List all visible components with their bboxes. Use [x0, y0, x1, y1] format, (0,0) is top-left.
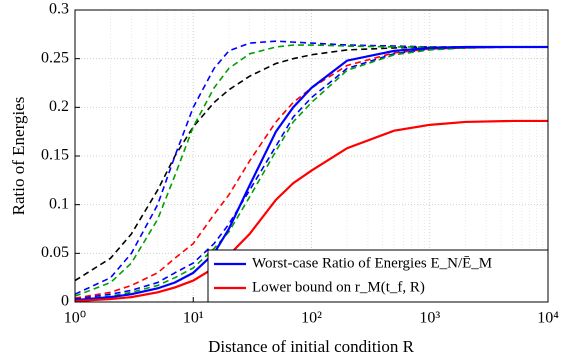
- y-tick-label: 0.2: [49, 98, 69, 115]
- series-line: [74, 46, 548, 300]
- y-tick-label: 0.05: [41, 244, 69, 261]
- series-line: [74, 119, 548, 303]
- legend: Worst-case Ratio of Energies E_N/Ē_M Lowe…: [207, 249, 549, 303]
- x-tick-label: 10¹: [183, 310, 204, 327]
- y-tick-label: 0: [61, 293, 69, 310]
- x-tick-label: 10²: [301, 310, 322, 327]
- y-tick-label: 0.3: [49, 1, 69, 18]
- x-tick-label: 10⁴: [537, 310, 559, 327]
- legend-label: Worst-case Ratio of Energies E_N/Ē_M: [252, 255, 492, 271]
- series-line: [74, 44, 548, 297]
- legend-label: Lower bound on r_M(t_f, R): [252, 279, 425, 295]
- legend-box: [207, 249, 549, 303]
- series-line: [74, 46, 548, 301]
- y-tick-label: 0.1: [49, 195, 69, 212]
- y-tick-label: 0.15: [41, 147, 69, 164]
- x-tick-label: 10⁰: [64, 310, 86, 327]
- x-axis-label: Distance of initial condition R: [208, 337, 415, 356]
- y-axis-label: Ratio of Energies: [9, 97, 28, 216]
- x-tick-label: 10³: [419, 310, 440, 327]
- series-line: [74, 45, 548, 302]
- y-tick-label: 0.25: [41, 49, 69, 66]
